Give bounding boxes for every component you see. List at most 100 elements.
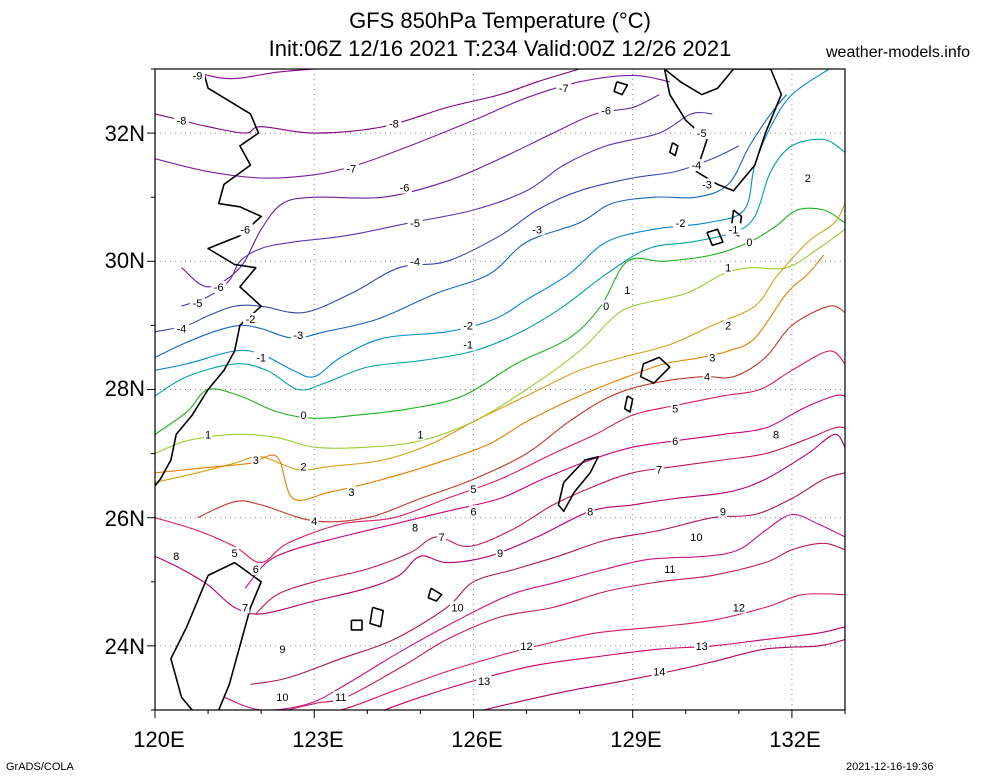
contour-label-bg [460,319,476,332]
contour-label: 5 [672,404,678,416]
contour-line [250,472,845,685]
contour-label-bg [251,454,261,467]
contour-label-bg [343,162,359,175]
contour-label-bg [694,639,710,652]
contour-label-bg [290,329,306,342]
contour-label: 10 [276,692,288,704]
contour-label-bg [771,428,781,441]
contour-labels: -9-8 -8-7-7-6-6-6-6-5-5-5-4-4-4-3-3-3-2-2… [171,69,813,704]
contour-line [285,542,845,710]
contour-label-bg [731,601,747,614]
lon-label-126e: 126E [451,727,502,752]
contour-line [155,145,740,333]
contour-label-bg [396,181,412,194]
contour-label: 5 [232,548,238,560]
contour-label-bg [347,486,356,499]
contour-label: 13 [696,641,708,653]
contour-label-bg [556,82,572,95]
contour-label-bg [623,284,632,297]
contour-line [155,69,580,134]
contour-label: -2 [246,314,256,326]
contour-label-bg [745,236,754,249]
contour-label: -6 [214,282,224,294]
contour-line [382,626,845,710]
lat-label-26n: 26N [105,506,145,531]
contour-line [481,638,845,710]
contour-label-bg [274,691,290,704]
contour-label: 12 [733,602,745,614]
contour-label-bg [723,261,733,274]
contour-label: 7 [656,465,662,477]
contour-label: 7 [439,532,445,544]
contour-label: 8 [773,429,779,441]
map-title: GFS 850hPa Temperature (°C) [349,8,651,33]
contour-line [155,228,845,455]
footer-left: GrADS/COLA [6,761,74,773]
contour-line [181,94,660,288]
contour-label: -4 [177,324,187,336]
contour-label: 5 [470,484,476,496]
contour-label: 11 [335,692,346,704]
contour-line [155,203,845,483]
contour-label-bg [519,639,535,652]
lat-label-28n: 28N [105,376,145,401]
contour-label-bg [437,530,446,543]
lat-label-30n: 30N [105,248,145,273]
contour-label-bg [171,550,181,563]
contour-label: 11 [664,564,675,576]
contour-label: 3 [253,455,259,467]
contour-label-bg [672,216,688,229]
coastline-okinawa [557,456,599,513]
contour-label-bg [460,338,476,351]
contour-label: -5 [410,218,420,230]
contour-line [155,350,845,564]
contour-label-bg [662,562,678,575]
coastline-amami [639,356,671,384]
contour-label-bg [386,117,402,130]
contour-label: 6 [253,564,259,576]
contour-line [338,593,845,710]
contour-line [191,69,315,80]
contour-label: 6 [470,506,476,518]
contour-label-bg [450,601,466,614]
contour-label-bg [333,691,349,704]
contour-label: -3 [702,179,712,191]
contour-label: -8 [177,115,187,127]
contour-label: 4 [704,372,710,384]
contour-label-bg [723,319,733,332]
contour-label-bg [203,428,213,441]
coastline-ishigaki [369,606,384,628]
contour-label: 12 [520,641,532,653]
lon-label-123e: 123E [292,727,343,752]
contour-label: -6 [601,106,611,118]
contour-label-bg [211,280,227,293]
contour-label: 9 [279,644,285,656]
contour-label: -4 [410,256,420,268]
contour-line [155,207,845,435]
contour-label: -9 [193,70,203,82]
contour-label: -1 [463,340,473,352]
contour-label-bg [174,114,190,127]
contour-label: 0 [301,410,307,422]
grid-lines [155,69,845,710]
coastline-kyushu [663,69,783,192]
map-subtitle: Init:06Z 12/16 2021 T:234 Valid:00Z 12/2… [268,36,732,61]
contour-label: -2 [676,218,686,230]
contour-label: 10 [690,532,702,544]
contour-label: -5 [697,128,707,140]
contour-label-bg [601,300,611,313]
contour-label: 1 [205,429,211,441]
contour-line [244,394,845,589]
temperature-contours [155,69,845,710]
coastline-miyako [427,587,443,602]
lon-label-132e: 132E [769,727,820,752]
contour-label: 9 [497,548,503,560]
contour-label: 1 [624,285,630,297]
contour-line [155,138,845,397]
contour-label-bg [654,463,664,476]
contour-label-bg [189,69,205,82]
contour-label-bg [299,409,308,422]
contour-label-bg [694,127,710,140]
contour-label: -1 [256,352,266,364]
